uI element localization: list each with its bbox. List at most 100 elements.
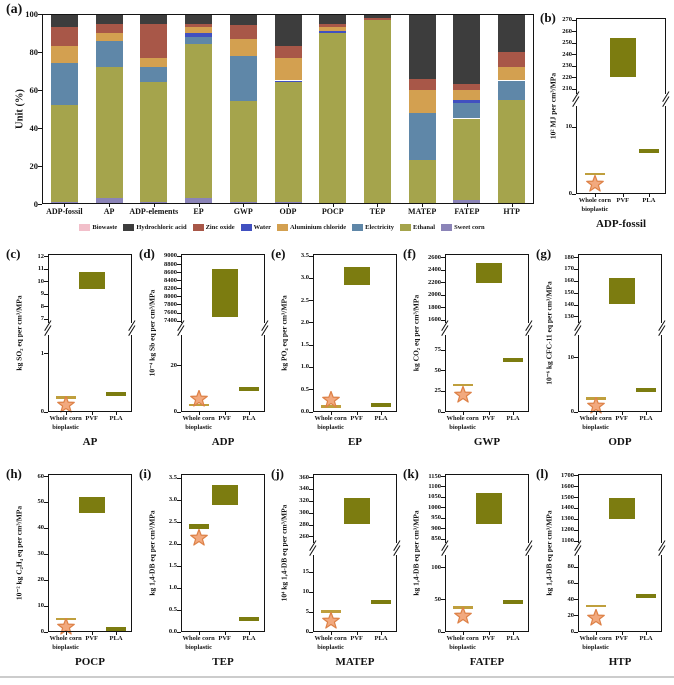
x-category-label-pvf: PVF (218, 415, 231, 422)
y-tick-mark (574, 540, 578, 542)
y-tick-mark (574, 631, 578, 633)
plot-area (578, 254, 662, 414)
y-tick-label: 8800 (164, 260, 177, 268)
y-tick-mark (441, 349, 445, 351)
x-tick-mark (621, 412, 623, 415)
y-tick-label: 1.5 (300, 341, 309, 349)
bar-segment-electricity (50, 63, 78, 106)
y-tick-label: 80 (567, 563, 575, 571)
y-tick-mark (44, 527, 48, 529)
bar-segment-electricity (185, 36, 213, 45)
x-category-label-wcb2: bioplastic (582, 644, 609, 651)
y-tick-label: 20 (37, 576, 45, 584)
panel-c-chart: (c) kg SO₂ eq per cm³/MPa 12 11 10 9 8 7 1 0 Whole… (6, 244, 138, 462)
bar-segment-hydrochloric-acid (50, 14, 78, 28)
bar-segment-aluminium-chloride (229, 38, 257, 56)
y-tick-mark (574, 475, 578, 477)
panel-letter: (e) (271, 246, 286, 261)
y-tick-label: 1200 (561, 526, 574, 534)
y-tick-label: 60 (37, 472, 45, 480)
y-tick-label: 1700 (561, 471, 574, 479)
x-tick-mark (511, 204, 513, 207)
pvf-box (608, 277, 635, 304)
y-axis-title: kg 1,4-DB eq per cm³/MPa (411, 510, 421, 596)
pvf-box (343, 498, 370, 525)
bar-segment-hydrochloric-acid (363, 14, 391, 18)
star-marker (189, 528, 208, 546)
star-icon (453, 385, 472, 403)
y-tick-label: 1.0 (168, 584, 177, 592)
x-category-label-wcb2: bioplastic (582, 424, 609, 431)
x-category-label-wcb: Whole corn (49, 415, 82, 422)
x-category-label-wcb: Whole corn (579, 635, 612, 642)
y-tick-mark (572, 65, 576, 67)
bar-segment-hydrochloric-acid (274, 14, 302, 47)
panel-letter: (k) (403, 466, 419, 481)
bar-segment-zinc-oxide (274, 46, 302, 58)
y-tick-label: 260 (562, 27, 572, 35)
y-tick-label: 8 (40, 302, 44, 310)
x-category-label-wcb: Whole corn (446, 635, 479, 642)
y-tick-mark (44, 553, 48, 555)
x-tick-mark (153, 204, 155, 207)
x-tick-mark (65, 412, 67, 415)
bar-segment-zinc-oxide (50, 27, 78, 47)
y-tick-mark (572, 31, 576, 33)
x-tick-mark (330, 412, 332, 415)
legend-item: Aluminium chloride (276, 224, 346, 231)
bar-segment-ethanal (95, 67, 123, 199)
x-tick-mark (65, 632, 67, 635)
y-tick-mark (44, 353, 48, 355)
panel-f-chart: (f) kg CO₂ eq per cm³/MPa 2600 2400 2200 2000… (403, 244, 535, 462)
y-tick-label: 2000 (428, 291, 441, 299)
y-tick-label: 10 (565, 123, 573, 131)
y-tick-mark (38, 203, 42, 205)
y-tick-mark (574, 280, 578, 282)
bar-segment-aluminium-chloride (274, 57, 302, 81)
x-tick-mark (109, 204, 111, 207)
legend-label: Zinc oxide (205, 224, 235, 231)
legend-swatch-water (240, 224, 252, 231)
y-tick-mark (309, 631, 313, 633)
y-tick-mark (441, 294, 445, 296)
x-tick-mark (646, 412, 648, 415)
axis-break-icon (523, 540, 535, 557)
axis-break-icon (42, 320, 54, 337)
y-tick-label: 170 (564, 265, 574, 273)
panel-title: AP (82, 436, 98, 448)
x-category-label-wcb: Whole corn (182, 635, 215, 642)
y-tick-mark (309, 344, 313, 346)
y-tick-label: 100 (431, 563, 441, 571)
bar-segment-electricity (453, 103, 481, 119)
y-tick-mark (309, 389, 313, 391)
x-category-label-pvf: PVF (615, 415, 628, 422)
y-tick-label: 25 (434, 387, 442, 395)
axis-break-icon (391, 540, 403, 557)
x-category-label-pvf: PVF (350, 635, 363, 642)
pla-bar (371, 403, 392, 408)
panel-title: POCP (75, 656, 105, 668)
plot-area (48, 474, 132, 635)
y-tick-label: 10 (302, 588, 310, 595)
y-tick-label: 1500 (561, 493, 574, 501)
star-icon (586, 609, 605, 627)
y-tick-label: 1300 (561, 515, 574, 523)
panel-a-stacked-chart: (a) Unit (%) 0 20 40 60 80 100 ADP-fossil AP ADP-e… (4, 2, 538, 242)
wcb-line (320, 610, 341, 613)
pvf-box (608, 497, 635, 520)
pla-bar (239, 616, 260, 621)
legend-label: Electricity (365, 224, 395, 231)
x-tick-mark (356, 412, 358, 415)
y-tick-mark (574, 507, 578, 509)
x-category-label-pla: PLA (639, 635, 653, 642)
pvf-box (211, 484, 238, 505)
y-tick-label: 40 (567, 595, 575, 603)
x-tick-mark (377, 204, 379, 207)
y-tick-mark (44, 281, 48, 282)
y-tick-label: 0 (568, 190, 572, 197)
bar-segment-aluminium-chloride (453, 90, 481, 100)
y-tick-label: 50 (434, 366, 442, 374)
bar-segment-sweet-corn (185, 198, 213, 204)
y-tick-mark (441, 496, 445, 498)
y-tick-label: 11 (37, 265, 44, 272)
